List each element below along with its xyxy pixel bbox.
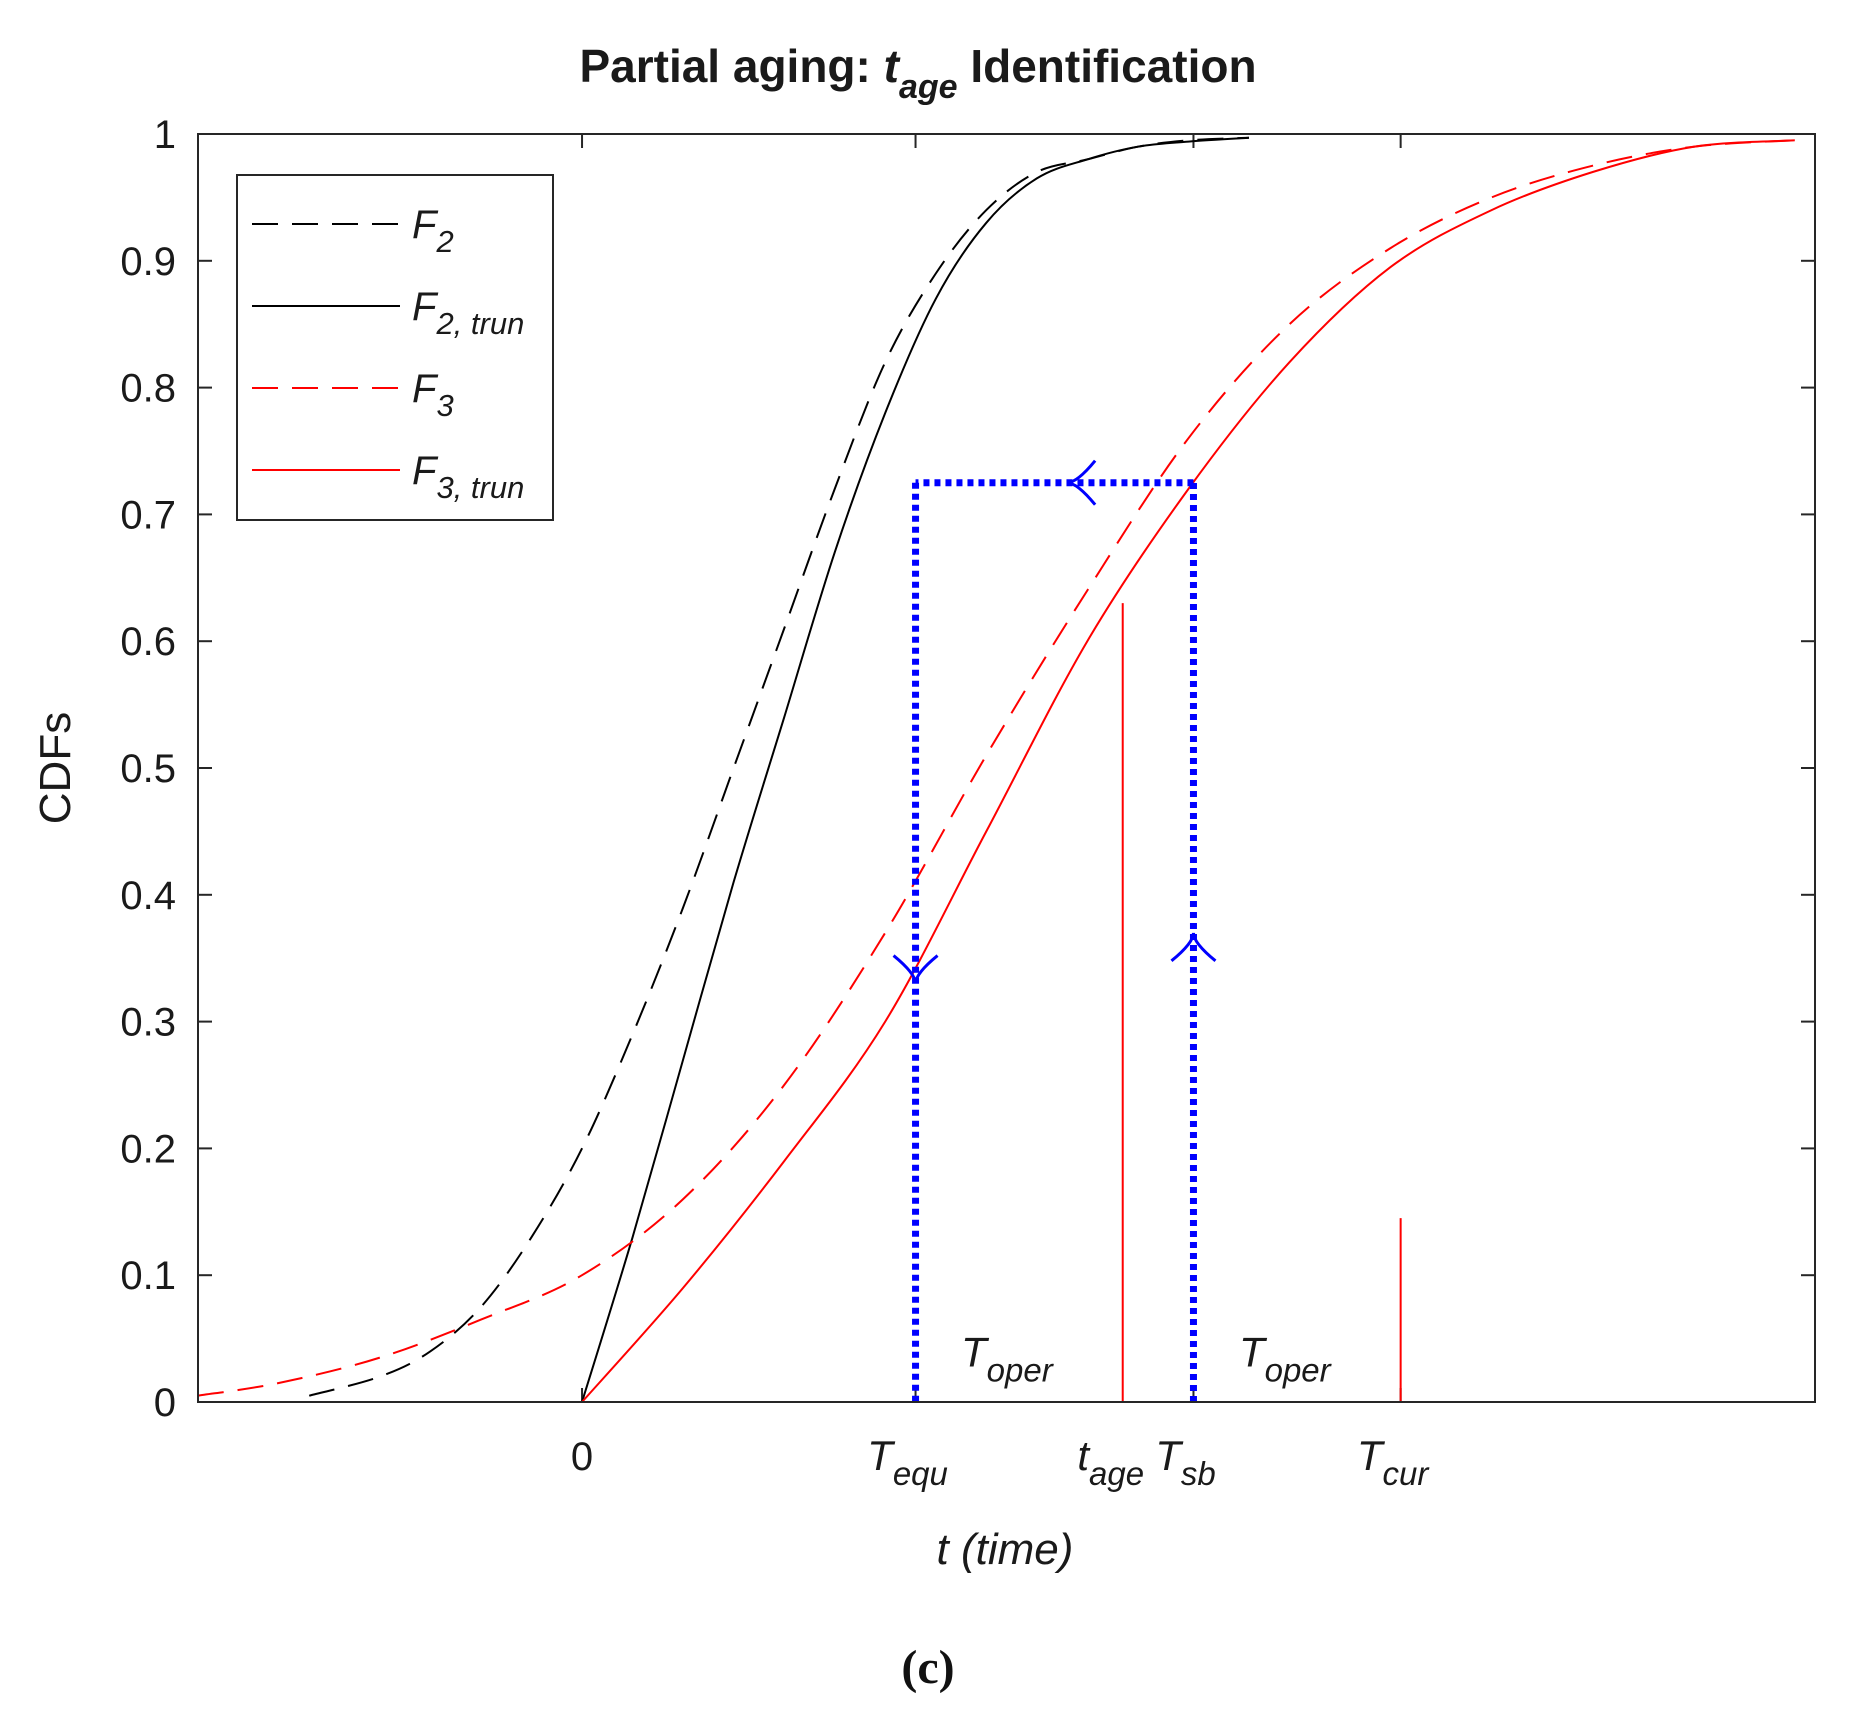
x-extra-label: tage	[1077, 1432, 1144, 1492]
y-tick-label: 0.5	[120, 747, 176, 791]
panel-caption: (c)	[901, 1641, 954, 1694]
t-oper-left: Toper	[961, 1329, 1055, 1389]
y-tick-label: 0.6	[120, 620, 176, 664]
x-tick-label: Tsb	[1155, 1432, 1216, 1492]
x-tick-label-sub: sb	[1181, 1455, 1216, 1492]
y-tick-label: 0.3	[120, 1001, 176, 1045]
x-tick-label-sub: equ	[893, 1455, 948, 1492]
y-tick-label: 0	[154, 1381, 176, 1425]
chart-title-prefix: Partial aging:	[579, 40, 883, 92]
legend-label-F2-base: F	[412, 203, 439, 247]
chart-title-suffix: Identification	[958, 40, 1257, 92]
y-tick-label: 1	[154, 113, 176, 157]
legend-box	[237, 175, 553, 520]
t-oper-left-sub: oper	[987, 1352, 1055, 1389]
x-tick-label: Tequ	[867, 1432, 948, 1492]
legend-label-F3trun-sub: 3, trun	[436, 470, 524, 505]
t-oper-right: Toper	[1239, 1329, 1333, 1389]
x-tick-label-base: T	[867, 1432, 896, 1479]
legend-label-F2-sub: 2	[435, 224, 453, 259]
y-axis-label: CDFs	[31, 712, 80, 824]
x-axis-label: t (time)	[937, 1525, 1074, 1574]
x-tick-label-base: T	[1357, 1432, 1386, 1479]
y-tick-label: 0.8	[120, 367, 176, 411]
y-tick-label: 0.2	[120, 1127, 176, 1171]
x-extra-label-sub: age	[1089, 1455, 1144, 1492]
chart-title: Partial aging: tage Identification	[579, 40, 1256, 106]
legend-label-F2trun-sub: 2, trun	[435, 306, 524, 341]
y-tick-label: 0.7	[120, 493, 176, 537]
legend-label-F3-sub: 3	[436, 388, 453, 423]
x-tick-label: Tcur	[1357, 1432, 1431, 1492]
cdf-chart: Partial aging: tage Identification 0 0.1 0…	[0, 0, 1852, 1724]
legend-label-F2trun-base: F	[412, 285, 439, 329]
y-tick-label: 0.4	[120, 874, 176, 918]
x-tick-label: 0	[571, 1435, 593, 1479]
t-oper-right-base: T	[1239, 1329, 1268, 1376]
x-tick-label-base: T	[1155, 1432, 1184, 1479]
legend-label-F3trun-base: F	[412, 449, 439, 493]
chart-title-subscript: age	[899, 68, 958, 106]
y-tick-label: 0.9	[120, 240, 176, 284]
series-F3trun	[582, 140, 1795, 1402]
x-tick-label-sub: cur	[1383, 1455, 1431, 1492]
t-oper-right-sub: oper	[1265, 1352, 1333, 1389]
y-tick-label: 0.1	[120, 1254, 176, 1298]
t-oper-left-base: T	[961, 1329, 990, 1376]
legend-label-F3-base: F	[412, 367, 439, 411]
